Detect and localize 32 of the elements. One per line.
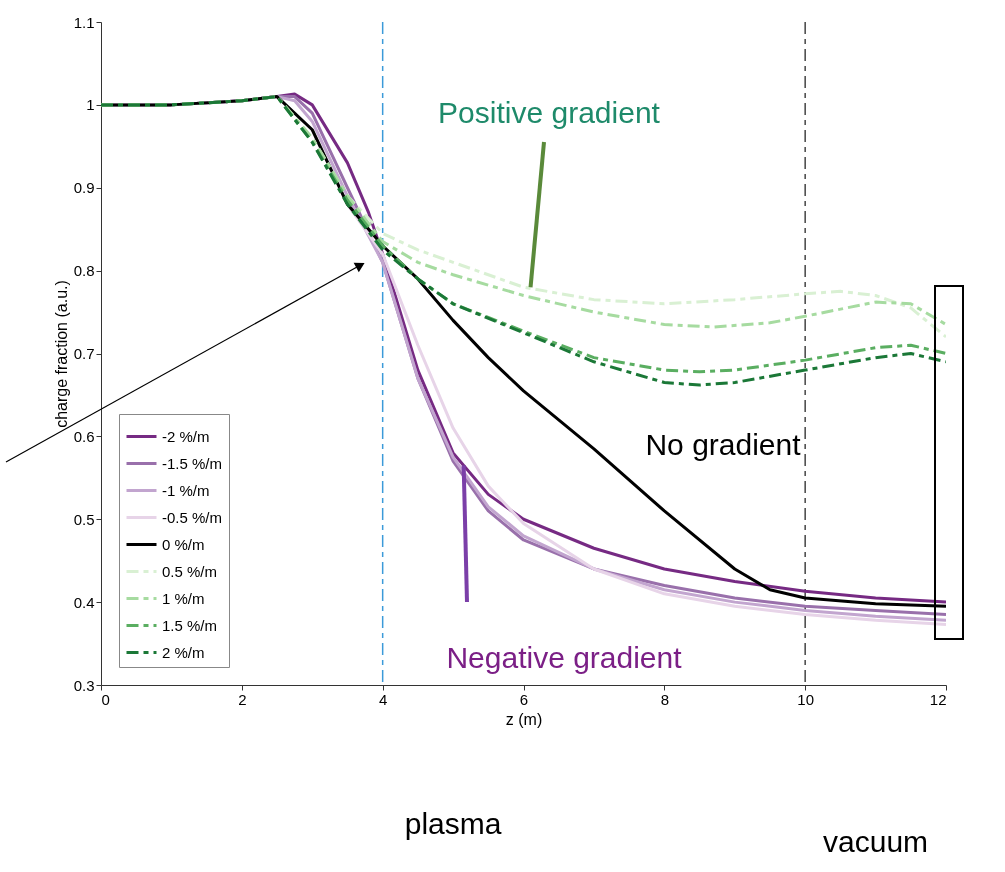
- y-tick-label: 0.5: [73, 510, 95, 528]
- annotation: Positive gradient: [438, 96, 661, 129]
- x-tick-label: 10: [797, 690, 815, 708]
- legend-label: 2 %/m: [162, 643, 205, 661]
- y-axis-title: charge fraction (a.u.): [52, 280, 70, 428]
- legend-label: 0.5 %/m: [162, 562, 218, 580]
- legend-label: -1 %/m: [162, 481, 210, 499]
- text: vacuum: [823, 825, 929, 858]
- y-tick-label: 0.9: [73, 179, 95, 197]
- annotation: Negative gradient: [446, 641, 683, 674]
- y-tick-label: 0.6: [73, 427, 95, 445]
- x-tick-label: 6: [519, 690, 529, 708]
- x-tick-label: 4: [378, 690, 388, 708]
- legend-label: 1 %/m: [162, 589, 205, 607]
- y-tick-label: 0.4: [73, 593, 95, 611]
- y-tick-label: 1.1: [73, 13, 95, 31]
- legend-label: 1.5 %/m: [162, 616, 218, 634]
- legend-label: 0 %/m: [162, 535, 205, 553]
- y-tick-label: 0.7: [73, 345, 95, 362]
- legend-label: -0.5 %/m: [162, 508, 223, 526]
- x-tick-label: 12: [929, 690, 947, 708]
- x-tick-label: 0: [101, 690, 110, 708]
- x-axis-title: z (m): [505, 710, 543, 728]
- legend-label: -1.5 %/m: [162, 454, 223, 472]
- y-tick-label: 0.3: [73, 676, 95, 694]
- y-tick-label: 1: [86, 96, 95, 114]
- y-tick-label: 0.8: [73, 262, 95, 280]
- x-tick-label: 8: [660, 690, 670, 708]
- annotation: No gradient: [645, 428, 802, 461]
- x-tick-label: 2: [238, 690, 247, 708]
- text: plasma: [404, 807, 502, 840]
- legend-label: -2 %/m: [162, 427, 210, 445]
